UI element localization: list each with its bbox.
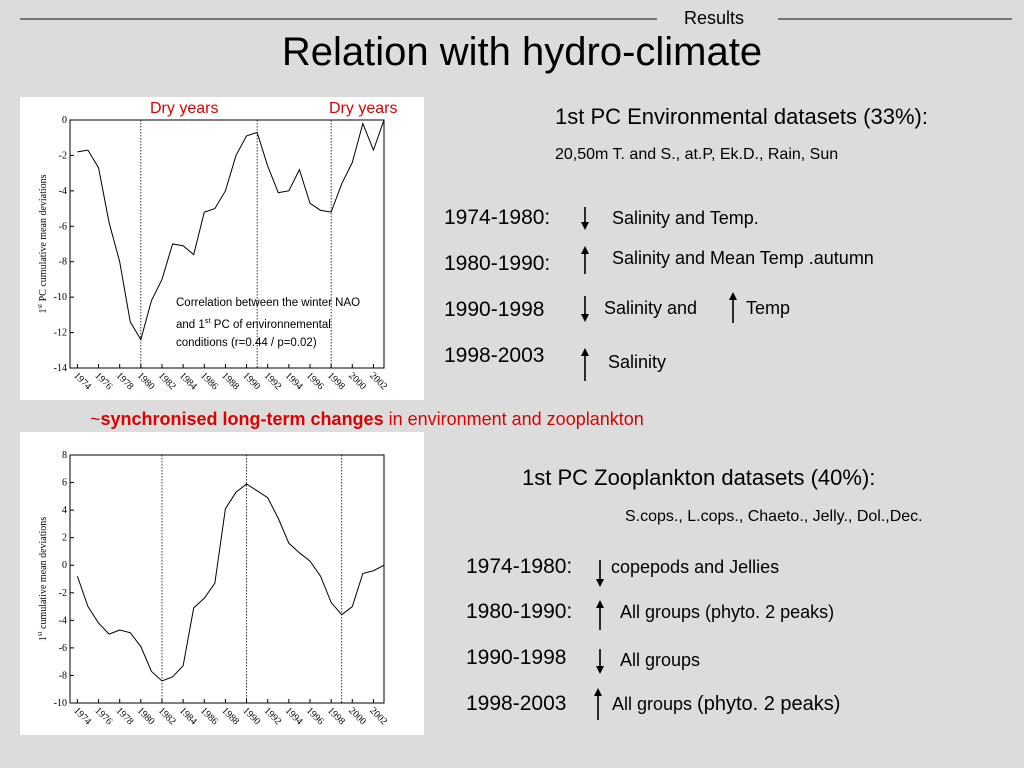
y-tick-label: -14 — [54, 363, 67, 374]
y-tick-label: 8 — [62, 450, 67, 461]
y-tick-label: 6 — [62, 478, 67, 489]
y-axis-label: 1st cumulative mean deviations — [36, 517, 49, 641]
variables: 20,50m T. and S., at.P, Ek.D., Rain, Sun — [555, 146, 839, 163]
y-tick-label: -10 — [54, 698, 67, 709]
y-tick-label: -2 — [59, 150, 67, 161]
y-tick-label: 0 — [62, 560, 67, 571]
text: in environment and zooplankton — [383, 409, 644, 429]
y-label-part: cumulative mean deviations — [38, 517, 49, 632]
y-tick-label: -8 — [59, 257, 67, 268]
trend-text: All groups (phyto. 2 peaks) — [612, 693, 840, 716]
trend-text: copepods and Jellies — [611, 557, 780, 577]
y-label-part: PC cumulative mean deviations — [38, 174, 49, 304]
note-line: PC of environnemental — [210, 318, 331, 331]
variables: S.cops., L.cops., Chaeto., Jelly., Dol.,… — [625, 508, 923, 525]
y-tick-label: -2 — [59, 588, 67, 599]
text: All groups — [612, 694, 698, 714]
period: 1998-2003 — [444, 344, 545, 367]
heading: 1st PC Zooplankton datasets (40%): — [522, 465, 876, 490]
period: 1974-1980: — [444, 206, 551, 229]
correlation-note: Correlation between the winter NAO and 1… — [176, 294, 360, 352]
annotation: Dry years — [150, 100, 219, 117]
note-sup: st — [204, 316, 211, 325]
trend-text: Temp — [746, 298, 791, 318]
trend-text: All groups (phyto. 2 peaks) — [620, 602, 835, 622]
text: (phyto. 2 peaks) — [697, 693, 841, 715]
trend-text: All groups — [620, 650, 701, 670]
y-label-part: 1 — [38, 636, 49, 641]
period: 1990-1998 — [444, 298, 545, 321]
period: 1998-2003 — [466, 692, 567, 715]
header-rules — [20, 18, 1012, 20]
annotation: Dry years — [329, 100, 398, 117]
period: 1980-1990: — [466, 600, 573, 623]
section-label: Results — [684, 8, 745, 28]
y-tick-label: 4 — [62, 505, 67, 516]
y-tick-label: -4 — [59, 615, 67, 626]
tilde: ~ — [90, 409, 101, 429]
trend-text: Salinity and — [604, 298, 698, 318]
slide-title: Relation with hydro-climate — [281, 30, 763, 74]
y-label-part: st — [36, 304, 44, 309]
y-label-part: st — [36, 631, 44, 636]
conclusion: ~synchronised long-term changes in envir… — [90, 409, 644, 430]
note-line: Correlation between the winter NAO — [176, 297, 361, 309]
plot-frame — [69, 454, 385, 704]
trend-text: Salinity — [608, 352, 667, 372]
trend-text: Salinity and Temp. — [612, 208, 759, 228]
plot-frame — [69, 119, 385, 369]
period: 1990-1998 — [466, 646, 567, 669]
heading: 1st PC Environmental datasets (33%): — [555, 104, 928, 129]
y-tick-label: -6 — [59, 643, 67, 654]
note-line: and 1 — [176, 318, 205, 331]
data-line — [77, 119, 385, 341]
y-tick-label: -10 — [54, 292, 67, 303]
data-line — [76, 483, 385, 682]
y-tick-label: 2 — [62, 533, 67, 544]
y-tick-label: -6 — [59, 221, 67, 232]
y-tick-label: 0 — [62, 115, 67, 126]
note-line: conditions (r=0.44 / p=0.02) — [176, 336, 317, 349]
y-tick-label: -12 — [54, 328, 67, 339]
trend-text: Salinity and Mean Temp .autumn — [612, 248, 874, 268]
y-tick-label: -8 — [59, 670, 67, 681]
y-axis-label: 1st PC cumulative mean deviations — [36, 174, 49, 313]
period: 1980-1990: — [444, 252, 551, 275]
y-label-part: 1 — [38, 309, 49, 314]
y-tick-label: -4 — [59, 186, 67, 197]
period: 1974-1980: — [466, 555, 573, 578]
emphasis: synchronised long-term changes — [100, 409, 384, 429]
